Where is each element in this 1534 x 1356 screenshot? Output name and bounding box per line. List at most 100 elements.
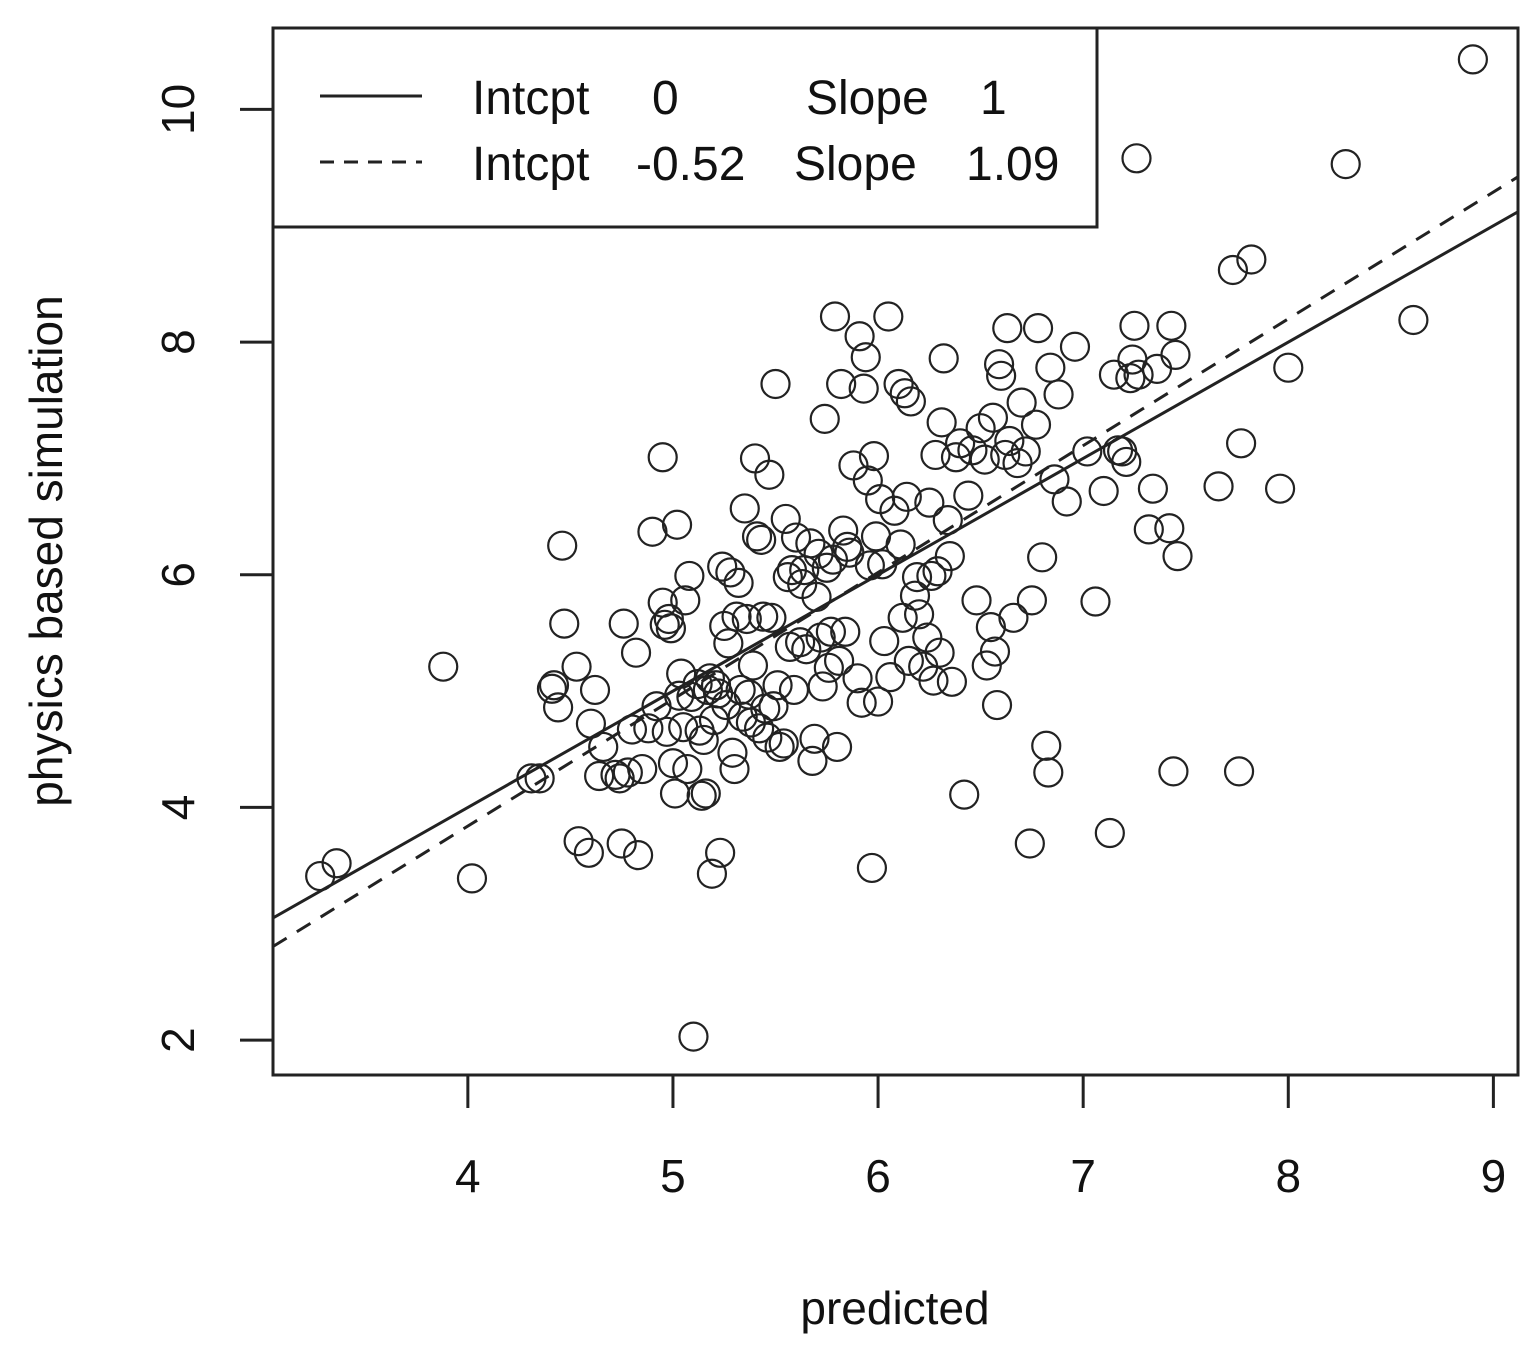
x-tick-label: 4 — [455, 1150, 481, 1202]
legend-intcpt-value-1: 0 — [652, 72, 679, 125]
data-point — [971, 650, 1002, 681]
data-point — [969, 444, 1000, 475]
data-point — [961, 585, 992, 616]
data-point — [1273, 352, 1304, 383]
data-point — [1264, 473, 1296, 504]
legend-slope-value-2: 1.09 — [966, 138, 1059, 191]
data-point — [983, 349, 1015, 380]
data-point — [659, 778, 691, 809]
data-point — [746, 524, 777, 555]
data-point — [1398, 304, 1429, 336]
data-point — [542, 692, 574, 723]
data-point — [1203, 471, 1234, 502]
data-point — [1162, 541, 1193, 572]
data-point — [549, 608, 580, 639]
data-point — [1154, 513, 1185, 544]
data-point — [719, 753, 750, 785]
data-point — [850, 342, 881, 373]
data-point — [731, 603, 762, 635]
data-point — [649, 609, 680, 640]
data-point — [538, 670, 570, 701]
data-point — [1014, 828, 1045, 859]
data-point — [321, 848, 352, 879]
data-point — [1217, 254, 1249, 286]
data-point — [428, 651, 459, 682]
data-point — [1094, 817, 1125, 849]
data-point — [1133, 514, 1164, 545]
data-point — [1160, 339, 1191, 370]
data-point — [893, 645, 924, 676]
data-point — [875, 662, 906, 693]
data-point — [912, 622, 943, 653]
x-axis: 4 5 6 7 8 9 — [455, 1073, 1506, 1202]
data-point — [760, 368, 791, 400]
data-point — [664, 680, 695, 711]
data-point — [799, 723, 830, 754]
data-point — [688, 724, 719, 756]
data-point — [561, 651, 592, 682]
legend-slope-label-2: Slope — [794, 138, 917, 191]
y-tick-label: 10 — [152, 84, 204, 135]
data-point — [891, 481, 922, 512]
data-point — [754, 459, 785, 490]
data-point — [811, 552, 842, 583]
data-point — [516, 763, 547, 794]
data-point — [456, 863, 488, 894]
data-point — [694, 663, 725, 694]
data-point — [1236, 244, 1267, 275]
data-point — [975, 612, 1006, 643]
data-point — [1098, 359, 1130, 390]
data-point — [934, 541, 965, 572]
data-point — [608, 608, 639, 639]
data-point — [633, 713, 664, 744]
data-points — [305, 44, 1488, 1052]
data-point — [713, 628, 744, 659]
data-point — [977, 402, 1009, 433]
data-point — [715, 557, 746, 588]
x-axis-label: predicted — [800, 1282, 989, 1334]
data-point — [764, 731, 795, 763]
data-point — [932, 504, 963, 536]
data-point — [815, 616, 846, 647]
data-point — [918, 665, 949, 696]
x-tick-label: 5 — [660, 1150, 686, 1202]
data-point — [606, 828, 637, 859]
data-point — [1223, 756, 1255, 787]
data-point — [936, 666, 968, 697]
data-point — [979, 636, 1011, 667]
data-point — [690, 778, 721, 809]
data-point — [858, 441, 890, 472]
data-point — [981, 689, 1013, 721]
data-point — [686, 780, 717, 811]
data-point — [780, 522, 812, 553]
data-point — [826, 368, 857, 400]
data-point — [657, 748, 689, 779]
y-tick-label: 4 — [152, 795, 204, 821]
data-point — [575, 708, 607, 739]
data-point — [536, 673, 568, 704]
data-point — [752, 722, 783, 753]
data-point — [1043, 379, 1074, 410]
data-point — [723, 567, 754, 599]
legend-slope-label-1: Slope — [806, 72, 929, 125]
data-point — [807, 671, 838, 702]
data-point — [1027, 542, 1058, 573]
data-point — [1031, 730, 1062, 761]
data-point — [1010, 436, 1041, 467]
data-point — [797, 745, 828, 777]
data-point — [922, 556, 953, 587]
data-point — [762, 670, 793, 701]
data-point — [854, 550, 885, 581]
data-point — [620, 637, 652, 668]
data-point — [1051, 486, 1082, 517]
data-point — [672, 753, 703, 785]
data-point — [1330, 149, 1361, 180]
data-point — [1033, 757, 1064, 788]
data-point — [994, 425, 1025, 457]
data-point — [821, 731, 853, 763]
data-point — [1137, 473, 1169, 504]
data-point — [741, 521, 773, 552]
data-point — [707, 551, 738, 582]
data-point — [563, 826, 594, 857]
